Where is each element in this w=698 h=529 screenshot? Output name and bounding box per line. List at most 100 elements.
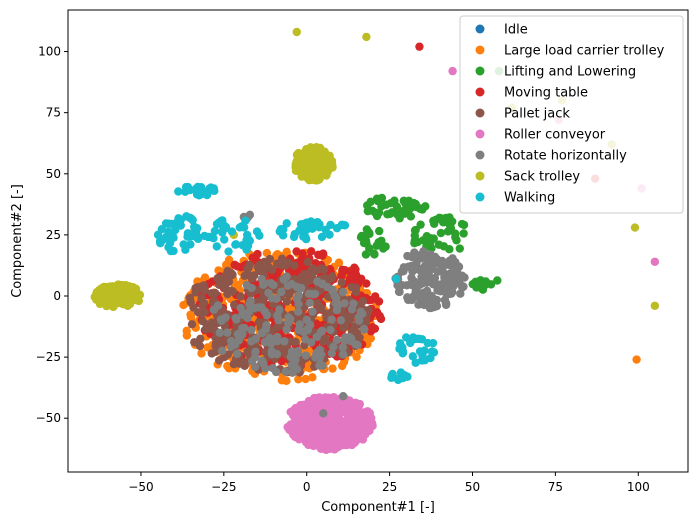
data-point <box>210 288 220 298</box>
data-point <box>388 208 397 217</box>
data-point <box>286 352 296 362</box>
data-point <box>295 320 304 329</box>
data-point <box>433 286 442 295</box>
data-point <box>196 334 205 344</box>
data-point <box>361 250 371 259</box>
data-point <box>398 348 408 357</box>
data-point <box>179 240 188 249</box>
data-point <box>430 252 440 262</box>
data-point <box>260 337 270 347</box>
data-point <box>351 283 361 293</box>
data-point <box>284 258 293 267</box>
data-point <box>329 342 338 351</box>
data-point <box>227 227 237 236</box>
series-6 <box>283 66 660 455</box>
data-point <box>276 225 286 234</box>
data-point <box>371 292 380 301</box>
data-point <box>236 292 245 301</box>
data-point <box>365 426 374 436</box>
data-point <box>207 349 216 358</box>
data-point <box>300 269 309 279</box>
data-point <box>372 241 381 250</box>
data-point <box>306 157 315 167</box>
data-point <box>412 284 421 294</box>
data-point <box>194 191 204 200</box>
data-point <box>324 395 334 404</box>
points-layer <box>90 27 660 455</box>
data-point <box>416 220 425 229</box>
data-point <box>332 335 342 345</box>
data-point <box>453 268 462 278</box>
data-point <box>375 311 384 321</box>
data-point <box>411 358 420 368</box>
data-point <box>428 338 438 348</box>
data-point <box>252 227 262 236</box>
data-point <box>229 300 239 310</box>
data-point <box>217 346 227 356</box>
data-point <box>326 325 335 335</box>
data-point <box>272 294 281 303</box>
y-tick-label: −50 <box>36 411 61 425</box>
y-tick-label: 100 <box>38 45 61 59</box>
data-point <box>183 232 192 241</box>
data-point <box>472 281 481 290</box>
data-point <box>260 307 269 316</box>
data-point <box>229 359 239 369</box>
data-point <box>328 364 337 373</box>
data-point <box>327 315 336 324</box>
data-point <box>331 399 340 408</box>
data-point <box>193 308 203 317</box>
data-point <box>232 315 241 324</box>
data-point <box>305 298 314 308</box>
data-point <box>429 234 438 243</box>
data-point <box>453 261 462 270</box>
data-point <box>192 224 202 233</box>
data-point <box>319 148 328 158</box>
data-point <box>182 326 191 336</box>
data-point <box>247 325 256 335</box>
data-point <box>301 374 310 384</box>
data-point <box>206 183 216 192</box>
data-point <box>311 353 320 362</box>
data-point <box>326 156 335 166</box>
data-point <box>277 287 286 297</box>
y-tick-label: 50 <box>46 167 61 181</box>
data-point <box>407 273 416 282</box>
legend-marker <box>475 192 485 202</box>
data-point <box>240 271 249 281</box>
data-point <box>315 393 324 402</box>
data-point <box>299 148 309 158</box>
data-point <box>406 204 415 213</box>
data-point <box>239 358 249 367</box>
data-point <box>303 257 313 267</box>
data-point <box>235 223 245 232</box>
data-point <box>250 303 259 313</box>
data-point <box>360 414 369 424</box>
data-point <box>131 284 141 294</box>
data-point <box>318 337 328 346</box>
data-point <box>340 266 350 275</box>
legend-marker <box>475 171 485 181</box>
data-point <box>306 219 315 229</box>
data-point <box>294 290 303 300</box>
data-point <box>271 367 281 377</box>
series-3 <box>356 66 504 294</box>
data-point <box>281 367 290 376</box>
data-point <box>124 282 134 291</box>
x-axis-label: Component#1 [-] <box>321 500 435 515</box>
data-point <box>435 213 444 223</box>
data-point <box>300 402 310 412</box>
data-point <box>223 289 232 299</box>
data-point <box>200 285 209 294</box>
data-point <box>436 228 446 238</box>
data-point <box>312 436 321 446</box>
data-point <box>333 440 343 449</box>
data-point <box>347 311 356 320</box>
data-point <box>333 431 343 441</box>
data-point <box>317 232 327 242</box>
legend-marker <box>475 150 485 160</box>
data-point <box>231 240 240 249</box>
legend-label: Moving table <box>504 86 588 101</box>
data-point <box>417 250 427 259</box>
data-point <box>193 282 203 292</box>
